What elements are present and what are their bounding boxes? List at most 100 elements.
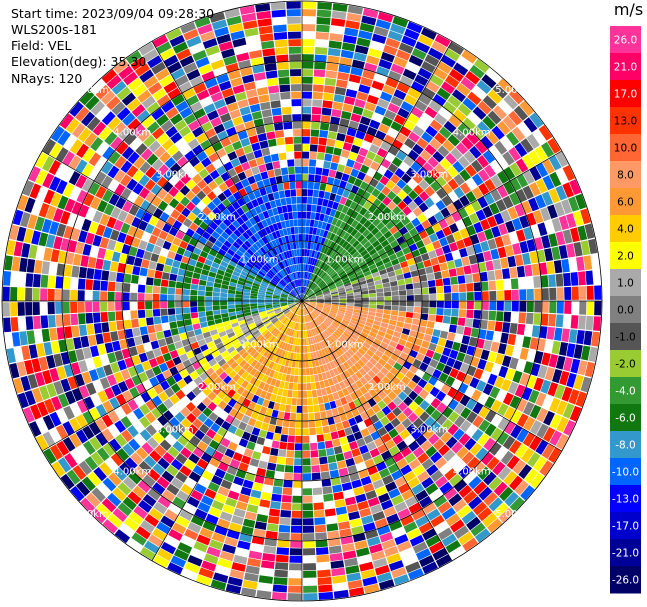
velocity-gate [344,266,352,273]
velocity-gate [474,140,488,154]
velocity-gate [247,175,256,185]
velocity-gate [137,309,146,319]
velocity-gate [384,546,399,557]
velocity-gate [63,405,75,420]
velocity-gate [350,113,362,123]
velocity-gate [195,333,204,342]
velocity-gate [196,402,207,413]
velocity-gate [192,49,207,62]
velocity-gate [112,508,128,523]
velocity-gate [297,315,300,323]
velocity-gate [233,554,248,565]
velocity-gate [452,199,464,211]
velocity-gate [336,163,346,173]
velocity-gate [512,346,522,359]
velocity-gate [405,311,414,319]
velocity-gate [152,528,167,541]
velocity-gate [417,470,430,483]
velocity-gate [287,435,295,443]
velocity-gate [520,138,534,153]
velocity-gate [350,210,359,220]
velocity-gate [363,522,376,532]
velocity-gate [175,307,183,315]
velocity-gate [242,580,258,590]
velocity-gate [344,243,352,251]
velocity-gate [402,184,413,195]
velocity-gate [267,260,274,268]
velocity-gate [482,383,494,396]
velocity-gate [300,323,302,331]
velocity-gate [403,396,414,407]
velocity-gate [165,107,179,119]
velocity-gate [293,465,302,473]
velocity-gate [479,319,488,330]
velocity-gate [344,284,353,290]
velocity-gate [594,285,602,300]
velocity-gate [281,342,286,350]
velocity-gate [175,168,187,180]
velocity-gate [198,168,209,179]
velocity-gate [317,260,322,268]
velocity-gate [275,130,285,139]
velocity-gate [302,256,305,264]
velocity-gate [283,277,289,284]
velocity-gate [231,418,241,428]
velocity-gate [240,213,249,223]
velocity-gate [299,286,302,294]
velocity-gate [353,194,362,204]
velocity-gate [285,250,291,259]
velocity-gate [152,347,162,358]
velocity-gate [355,351,363,359]
velocity-gate [300,301,302,308]
velocity-gate [207,84,221,96]
velocity-gate [266,323,273,329]
velocity-gate [369,472,382,483]
velocity-gate [38,356,49,371]
velocity-gate [487,320,496,331]
velocity-gate [289,555,302,563]
velocity-gate [273,122,284,131]
velocity-gate [324,508,336,517]
velocity-gate [287,159,295,167]
velocity-gate [303,578,317,586]
velocity-gate [254,475,265,484]
colorbar-swatch [610,485,641,513]
velocity-gate [288,39,301,47]
velocity-gate [538,125,553,141]
velocity-gate [451,89,466,103]
velocity-gate [312,311,318,318]
velocity-gate [523,361,534,375]
velocity-gate [21,345,31,361]
velocity-gate [211,230,221,240]
velocity-gate [144,223,155,234]
velocity-gate [500,450,514,465]
velocity-gate [137,301,145,310]
velocity-gate [453,391,464,403]
velocity-gate [152,245,162,255]
velocity-gate [527,452,541,468]
velocity-gate [127,191,139,204]
velocity-gate [315,381,321,390]
velocity-gate [291,290,297,296]
velocity-gate [259,33,274,42]
velocity-gate [123,273,132,283]
velocity-gate [354,540,368,550]
velocity-gate [36,343,46,358]
velocity-gate [195,241,205,250]
velocity-gate [315,259,320,267]
velocity-gate [415,548,432,561]
velocity-gate [429,421,441,433]
velocity-gate [362,108,374,119]
velocity-gate [344,312,353,317]
velocity-gate [270,378,277,387]
velocity-gate [57,130,71,146]
velocity-gate [334,318,342,324]
velocity-gate [361,307,369,312]
velocity-gate [417,213,427,223]
velocity-gate [346,226,355,235]
velocity-gate [294,159,302,167]
velocity-gate [101,414,114,428]
colorbar-tick-label: 13.0 [614,116,637,128]
velocity-gate [193,82,207,94]
velocity-gate [294,330,298,338]
